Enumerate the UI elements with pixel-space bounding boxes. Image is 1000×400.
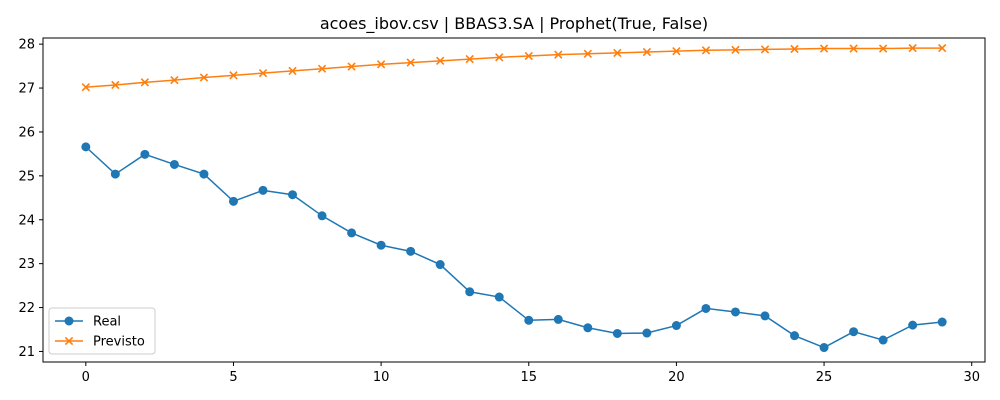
x-tick-label: 25 xyxy=(816,370,833,385)
data-point-real xyxy=(819,343,829,353)
data-point-real xyxy=(671,321,681,331)
y-tick-label: 26 xyxy=(18,125,35,140)
data-point-previsto xyxy=(81,83,90,92)
x-tick-label: 30 xyxy=(963,370,980,385)
data-point-previsto xyxy=(731,45,740,55)
data-point-real xyxy=(701,303,711,313)
data-point-real xyxy=(347,228,357,238)
legend: Real Previsto xyxy=(48,307,156,355)
data-point-real xyxy=(81,142,91,152)
series-previsto xyxy=(81,43,947,92)
data-point-real xyxy=(583,323,593,333)
data-point-previsto xyxy=(613,48,622,58)
data-point-previsto xyxy=(406,58,415,67)
y-tick-label: 24 xyxy=(18,213,35,228)
plot-area xyxy=(42,37,986,363)
data-point-previsto xyxy=(229,71,238,80)
data-point-previsto xyxy=(790,44,799,54)
data-point-real xyxy=(730,307,740,317)
data-point-previsto xyxy=(524,51,533,61)
series-line-real xyxy=(85,146,943,349)
y-tick-label: 21 xyxy=(18,345,35,360)
data-point-previsto xyxy=(642,47,652,57)
data-point-real xyxy=(317,211,327,221)
legend-item-real: Real xyxy=(55,315,121,330)
x-tick-label: 5 xyxy=(229,370,237,385)
data-point-previsto xyxy=(938,43,947,53)
data-point-real xyxy=(642,328,652,338)
data-point-real xyxy=(465,287,475,297)
data-point-previsto xyxy=(199,73,209,82)
legend-item-previsto: Previsto xyxy=(55,335,145,350)
data-point-previsto xyxy=(140,78,150,87)
data-point-previsto xyxy=(908,43,917,53)
data-point-real xyxy=(760,311,770,321)
legend-box xyxy=(48,307,156,355)
data-point-real xyxy=(790,331,800,341)
data-point-real xyxy=(937,317,947,327)
legend-label: Previsto xyxy=(93,335,145,350)
series-real xyxy=(81,142,947,353)
data-point-real xyxy=(228,196,238,206)
data-point-real xyxy=(612,328,622,338)
legend-label: Real xyxy=(93,315,121,330)
data-point-real xyxy=(376,240,386,250)
data-point-previsto xyxy=(554,50,563,59)
data-point-real xyxy=(553,314,563,324)
data-point-previsto xyxy=(465,54,474,64)
y-axis: 21 22 23 24 25 26 27 28 xyxy=(18,38,43,360)
x-axis: 0 5 10 15 20 25 30 xyxy=(82,362,980,385)
data-point-previsto xyxy=(111,80,120,90)
data-point-previsto xyxy=(436,56,445,65)
data-point-real xyxy=(524,315,534,325)
data-point-previsto xyxy=(347,62,356,71)
data-point-previsto xyxy=(819,44,829,53)
x-tick-label: 0 xyxy=(82,370,90,385)
series-layer xyxy=(81,43,947,353)
data-point-real xyxy=(406,246,416,256)
data-point-real xyxy=(849,327,859,337)
data-point-real xyxy=(258,185,268,195)
data-point-real xyxy=(288,190,298,200)
data-point-previsto xyxy=(583,49,592,58)
data-point-real xyxy=(199,169,209,179)
data-point-real xyxy=(908,320,918,330)
y-tick-label: 25 xyxy=(18,169,35,184)
legend-marker xyxy=(64,316,74,326)
data-point-real xyxy=(169,159,179,169)
data-point-real xyxy=(110,169,120,179)
chart-title: acoes_ibov.csv | BBAS3.SA | Prophet(True… xyxy=(320,14,708,34)
data-point-previsto xyxy=(258,68,268,78)
series-line-previsto xyxy=(85,47,943,88)
x-tick-label: 10 xyxy=(373,370,390,385)
data-point-previsto xyxy=(170,75,179,85)
y-tick-label: 27 xyxy=(18,82,35,97)
data-point-previsto xyxy=(760,45,770,54)
data-point-previsto xyxy=(288,66,297,76)
y-tick-label: 23 xyxy=(18,257,35,272)
x-tick-label: 20 xyxy=(668,370,685,385)
data-point-previsto xyxy=(701,46,711,55)
x-tick-label: 15 xyxy=(520,370,537,385)
data-point-previsto xyxy=(495,53,504,62)
legend-marker xyxy=(64,336,74,346)
data-point-real xyxy=(494,292,504,302)
y-tick-label: 28 xyxy=(18,38,35,53)
data-point-real xyxy=(878,335,888,345)
y-tick-label: 22 xyxy=(18,301,35,316)
data-point-real xyxy=(140,149,150,159)
data-point-previsto xyxy=(878,44,888,53)
data-point-previsto xyxy=(849,44,858,53)
data-point-previsto xyxy=(317,64,327,73)
data-point-previsto xyxy=(672,47,681,56)
data-point-real xyxy=(435,260,445,270)
data-point-previsto xyxy=(376,60,386,69)
